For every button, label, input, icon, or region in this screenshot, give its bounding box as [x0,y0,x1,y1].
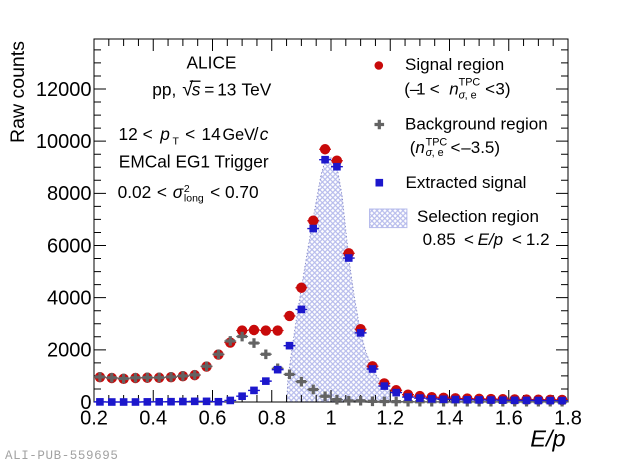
svg-text:0.4: 0.4 [139,408,167,430]
svg-text:c: c [260,124,269,144]
svg-text:TPC: TPC [459,76,481,88]
svg-text:Signal region: Signal region [405,55,504,74]
svg-text:1.4: 1.4 [436,408,464,430]
svg-text:1: 1 [325,408,336,430]
svg-text:n: n [449,80,458,99]
svg-text:<: < [464,230,474,249]
svg-text:Extracted signal: Extracted signal [406,173,527,192]
svg-text:long: long [184,193,204,205]
svg-text:=: = [204,80,214,100]
svg-text:<: < [512,230,522,249]
svg-text:0.85: 0.85 [423,230,456,249]
svg-text:ALI-PUB-559695: ALI-PUB-559695 [5,449,118,463]
svg-text:6000: 6000 [47,235,92,257]
svg-text:pp,: pp, [152,80,176,100]
svg-text:1.2: 1.2 [526,230,550,249]
svg-text:0: 0 [80,392,91,414]
svg-text:10000: 10000 [36,131,92,153]
svg-text:3): 3) [495,80,510,99]
svg-text:<: < [185,124,195,144]
svg-text:<: < [430,80,440,99]
svg-text:–3.5): –3.5) [461,138,500,157]
svg-text:<: < [451,138,461,157]
svg-text:<: < [157,182,167,202]
svg-text:1.8: 1.8 [554,408,582,430]
svg-text:E/p: E/p [478,230,504,249]
svg-text:, e: , e [465,89,477,101]
svg-text:0.8: 0.8 [258,408,286,430]
svg-text:< 0.70: < 0.70 [210,182,259,202]
svg-text:12: 12 [119,124,138,144]
svg-text:2000: 2000 [47,340,92,362]
svg-text:, e: , e [432,147,444,159]
svg-text:4000: 4000 [47,288,92,310]
svg-text:0.2: 0.2 [80,408,108,430]
svg-text:TPC: TPC [426,137,448,149]
svg-text:0.6: 0.6 [199,408,227,430]
svg-text:<: < [143,124,153,144]
svg-text:EMCal EG1 Trigger: EMCal EG1 Trigger [119,152,269,172]
svg-text:Background region: Background region [405,115,548,134]
svg-text:(: ( [410,138,416,157]
svg-text:T: T [173,136,180,148]
svg-text:1.2: 1.2 [376,408,404,430]
svg-text:<: < [485,80,495,99]
svg-text:s: s [192,80,201,100]
svg-text:/: / [254,124,259,144]
svg-text:Selection region: Selection region [417,207,539,226]
svg-text:√: √ [182,79,193,101]
svg-text:E/p: E/p [530,426,565,452]
svg-text:14: 14 [202,124,222,144]
svg-text:0.02: 0.02 [118,182,152,202]
svg-text:p: p [159,124,170,144]
svg-text:1: 1 [416,80,425,99]
svg-text:TeV: TeV [242,80,272,100]
svg-text:1.6: 1.6 [495,408,523,430]
svg-text:ALICE: ALICE [187,53,237,73]
svg-text:(–: (– [404,80,420,99]
svg-text:8000: 8000 [47,183,92,205]
svg-text:Raw counts: Raw counts [7,41,29,143]
svg-text:13: 13 [217,80,236,100]
svg-text:n: n [415,138,424,157]
svg-text:σ: σ [459,89,466,101]
svg-text:2: 2 [184,183,190,195]
svg-text:σ: σ [173,182,184,202]
svg-text:GeV: GeV [223,126,256,144]
svg-text:σ: σ [426,147,433,159]
svg-text:12000: 12000 [36,79,92,101]
